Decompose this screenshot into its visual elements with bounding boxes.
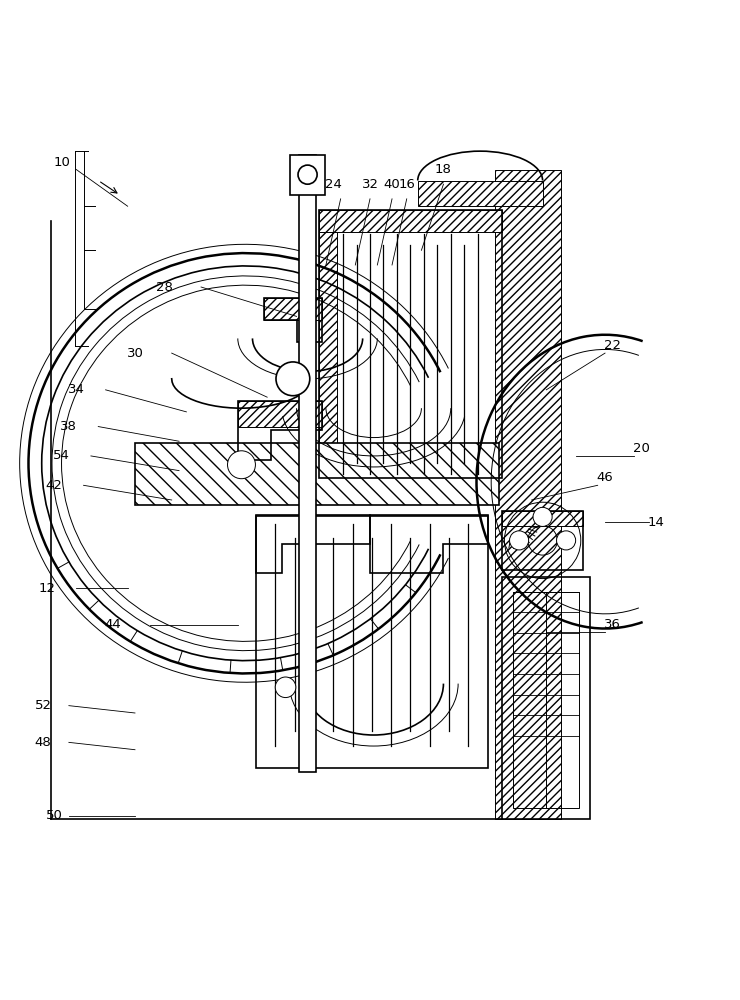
Text: 54: 54 — [53, 449, 70, 462]
Polygon shape — [135, 443, 499, 505]
Text: 48: 48 — [35, 736, 52, 749]
Circle shape — [556, 531, 576, 550]
Polygon shape — [319, 232, 337, 474]
Text: 12: 12 — [38, 582, 56, 595]
Circle shape — [227, 451, 255, 479]
Polygon shape — [502, 511, 583, 526]
Text: 38: 38 — [61, 420, 77, 433]
Text: 40: 40 — [383, 178, 400, 191]
Polygon shape — [290, 155, 325, 195]
Text: 42: 42 — [46, 479, 63, 492]
Circle shape — [510, 531, 528, 550]
Polygon shape — [300, 155, 316, 772]
Text: 14: 14 — [648, 516, 665, 529]
Text: 34: 34 — [68, 383, 84, 396]
Circle shape — [298, 165, 317, 184]
Text: 24: 24 — [325, 178, 342, 191]
Text: 16: 16 — [398, 178, 415, 191]
Text: 22: 22 — [604, 339, 621, 352]
Polygon shape — [418, 181, 542, 206]
Text: 20: 20 — [633, 442, 650, 455]
Polygon shape — [319, 210, 502, 232]
Polygon shape — [263, 298, 322, 320]
Circle shape — [276, 362, 310, 396]
Text: 32: 32 — [362, 178, 378, 191]
Polygon shape — [495, 170, 561, 819]
Text: 10: 10 — [53, 156, 70, 169]
Text: 50: 50 — [46, 809, 63, 822]
Text: 46: 46 — [596, 471, 613, 484]
Text: 44: 44 — [104, 618, 121, 631]
Text: 36: 36 — [604, 618, 621, 631]
Text: 30: 30 — [127, 347, 144, 360]
Text: 52: 52 — [35, 699, 52, 712]
Circle shape — [533, 507, 552, 526]
Circle shape — [275, 677, 296, 698]
Text: 18: 18 — [435, 163, 452, 176]
Polygon shape — [238, 401, 322, 427]
Text: 28: 28 — [156, 281, 173, 294]
